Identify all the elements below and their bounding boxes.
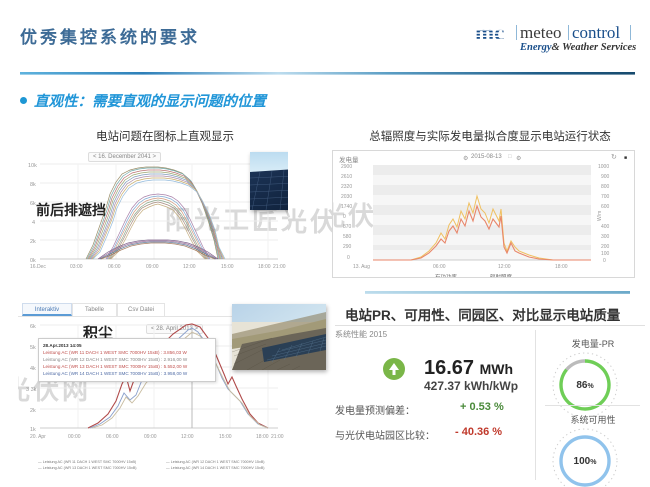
svg-text:2k: 2k xyxy=(30,239,36,245)
svg-text:870: 870 xyxy=(343,224,352,230)
svg-text:0: 0 xyxy=(603,258,606,264)
svg-text:12:00: 12:00 xyxy=(181,434,194,440)
svg-text:200: 200 xyxy=(601,244,610,250)
svg-text:06:00: 06:00 xyxy=(108,264,121,270)
svg-text:600: 600 xyxy=(601,204,610,210)
svg-text:4k: 4k xyxy=(30,366,36,372)
svg-text:0: 0 xyxy=(347,255,350,261)
svg-text:700: 700 xyxy=(601,194,610,200)
svg-text:21:00: 21:00 xyxy=(271,434,284,440)
svg-text:3 3k: 3 3k xyxy=(26,387,37,393)
svg-text:0: 0 xyxy=(343,214,346,220)
svg-text:2320: 2320 xyxy=(341,184,352,190)
svg-text:2900: 2900 xyxy=(341,164,352,170)
svg-text:6k: 6k xyxy=(30,324,36,330)
svg-text:15:00: 15:00 xyxy=(219,434,232,440)
svg-text:8k: 8k xyxy=(30,182,36,188)
svg-text:1000: 1000 xyxy=(598,164,609,170)
svg-text:6k: 6k xyxy=(30,201,36,207)
svg-text:09:00: 09:00 xyxy=(144,434,157,440)
svg-text:4: 4 xyxy=(32,220,35,226)
svg-text:13. Aug: 13. Aug xyxy=(353,264,370,270)
svg-text:18:00: 18:00 xyxy=(555,264,568,270)
svg-text:09:00: 09:00 xyxy=(146,264,159,270)
svg-text:1740: 1740 xyxy=(341,204,352,210)
svg-text:10k: 10k xyxy=(28,163,37,169)
svg-text:100: 100 xyxy=(601,251,610,257)
svg-text:900: 900 xyxy=(601,174,610,180)
svg-text:00:00: 00:00 xyxy=(68,434,81,440)
svg-text:2k: 2k xyxy=(30,408,36,414)
svg-text:12:00: 12:00 xyxy=(498,264,511,270)
svg-text:1k: 1k xyxy=(30,427,36,433)
svg-text:100%: 100% xyxy=(574,456,598,467)
svg-text:06:00: 06:00 xyxy=(106,434,119,440)
svg-text:21:00: 21:00 xyxy=(273,264,286,270)
svg-text:400: 400 xyxy=(601,224,610,230)
svg-text:12:00: 12:00 xyxy=(183,264,196,270)
svg-text:290: 290 xyxy=(343,244,352,250)
svg-text:300: 300 xyxy=(601,234,610,240)
svg-text:03:00: 03:00 xyxy=(70,264,83,270)
svg-text:W/m: W/m xyxy=(597,211,603,221)
svg-text:mc: mc xyxy=(475,21,504,45)
svg-text:16.Dec: 16.Dec xyxy=(30,264,46,270)
svg-text:580: 580 xyxy=(343,234,352,240)
svg-text:15:00: 15:00 xyxy=(221,264,234,270)
svg-text:2030: 2030 xyxy=(341,194,352,200)
svg-text:5k: 5k xyxy=(30,345,36,351)
svg-text:18:00: 18:00 xyxy=(258,264,271,270)
svg-text:2610: 2610 xyxy=(341,174,352,180)
svg-text:86%: 86% xyxy=(576,380,594,391)
svg-text:20. Apr: 20. Apr xyxy=(30,434,46,440)
svg-text:18:00: 18:00 xyxy=(256,434,269,440)
svg-text:06:00: 06:00 xyxy=(433,264,446,270)
svg-text:800: 800 xyxy=(601,184,610,190)
